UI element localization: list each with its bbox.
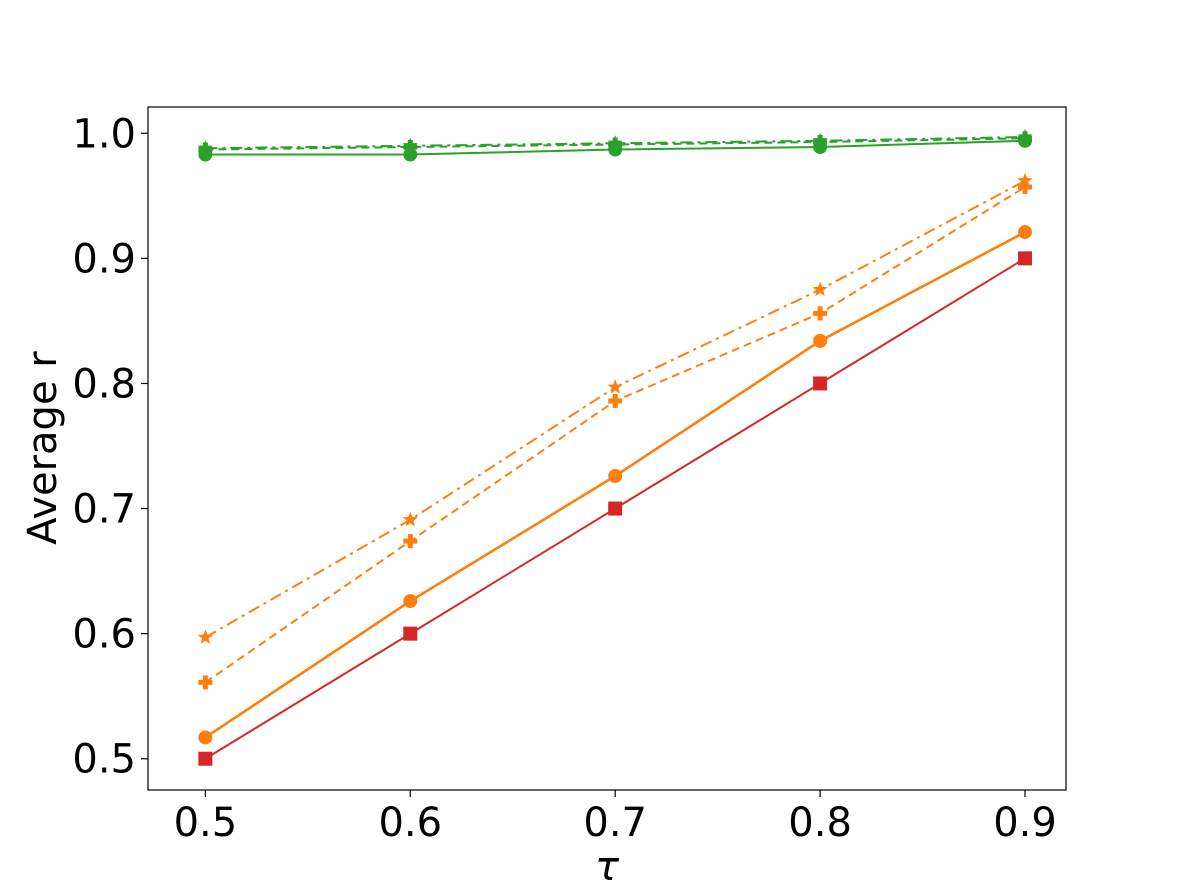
x-tick-label: 0.8 bbox=[788, 800, 852, 846]
data-point bbox=[1018, 225, 1033, 240]
data-point bbox=[198, 730, 213, 745]
y-tick-label: 0.7 bbox=[72, 487, 136, 533]
data-point bbox=[198, 147, 213, 162]
x-tick-label: 0.5 bbox=[174, 800, 238, 846]
data-point bbox=[608, 142, 623, 157]
y-tick-label: 1.0 bbox=[72, 111, 136, 157]
data-point bbox=[813, 140, 828, 155]
data-point bbox=[403, 626, 418, 641]
data-point bbox=[813, 376, 828, 391]
data-point bbox=[198, 751, 213, 766]
series-layer bbox=[197, 129, 1033, 766]
x-tick-label: 0.6 bbox=[378, 800, 442, 846]
data-point bbox=[403, 147, 418, 162]
data-point bbox=[608, 393, 623, 408]
data-point bbox=[1017, 172, 1033, 188]
data-point bbox=[812, 281, 828, 297]
data-point bbox=[403, 594, 418, 609]
series-2 bbox=[198, 133, 1033, 162]
data-point bbox=[1018, 180, 1033, 195]
data-point bbox=[197, 629, 213, 644]
series-6 bbox=[197, 172, 1033, 644]
data-point bbox=[607, 379, 623, 394]
data-point bbox=[607, 135, 623, 150]
x-tick-label: 0.9 bbox=[993, 800, 1057, 846]
data-point bbox=[608, 469, 623, 484]
x-axis-label: τ bbox=[595, 844, 620, 888]
y-tick-label: 0.6 bbox=[72, 612, 136, 658]
series-5 bbox=[198, 180, 1033, 690]
data-point bbox=[402, 137, 418, 153]
data-point bbox=[1018, 251, 1033, 266]
data-point bbox=[813, 333, 828, 348]
data-point bbox=[813, 306, 828, 321]
x-tick-label: 0.7 bbox=[583, 800, 647, 846]
data-point bbox=[403, 534, 418, 549]
x-axis: 0.5 0.6 0.7 0.8 0.9 bbox=[174, 790, 1057, 846]
data-point bbox=[198, 675, 213, 690]
y-tick-label: 0.9 bbox=[72, 236, 136, 282]
plot-frame bbox=[147, 106, 1067, 791]
data-point bbox=[402, 511, 418, 527]
y-axis: 0.5 0.6 0.7 0.8 0.9 1.0 bbox=[72, 111, 148, 783]
data-point bbox=[1018, 133, 1033, 148]
y-tick-label: 0.5 bbox=[72, 737, 136, 783]
series-4 bbox=[198, 225, 1033, 745]
y-tick-label: 0.8 bbox=[72, 361, 136, 407]
data-point bbox=[197, 140, 213, 155]
data-point bbox=[812, 132, 828, 148]
data-point bbox=[608, 501, 623, 516]
series-3 bbox=[198, 251, 1033, 766]
y-axis-label: Average r bbox=[20, 351, 66, 545]
